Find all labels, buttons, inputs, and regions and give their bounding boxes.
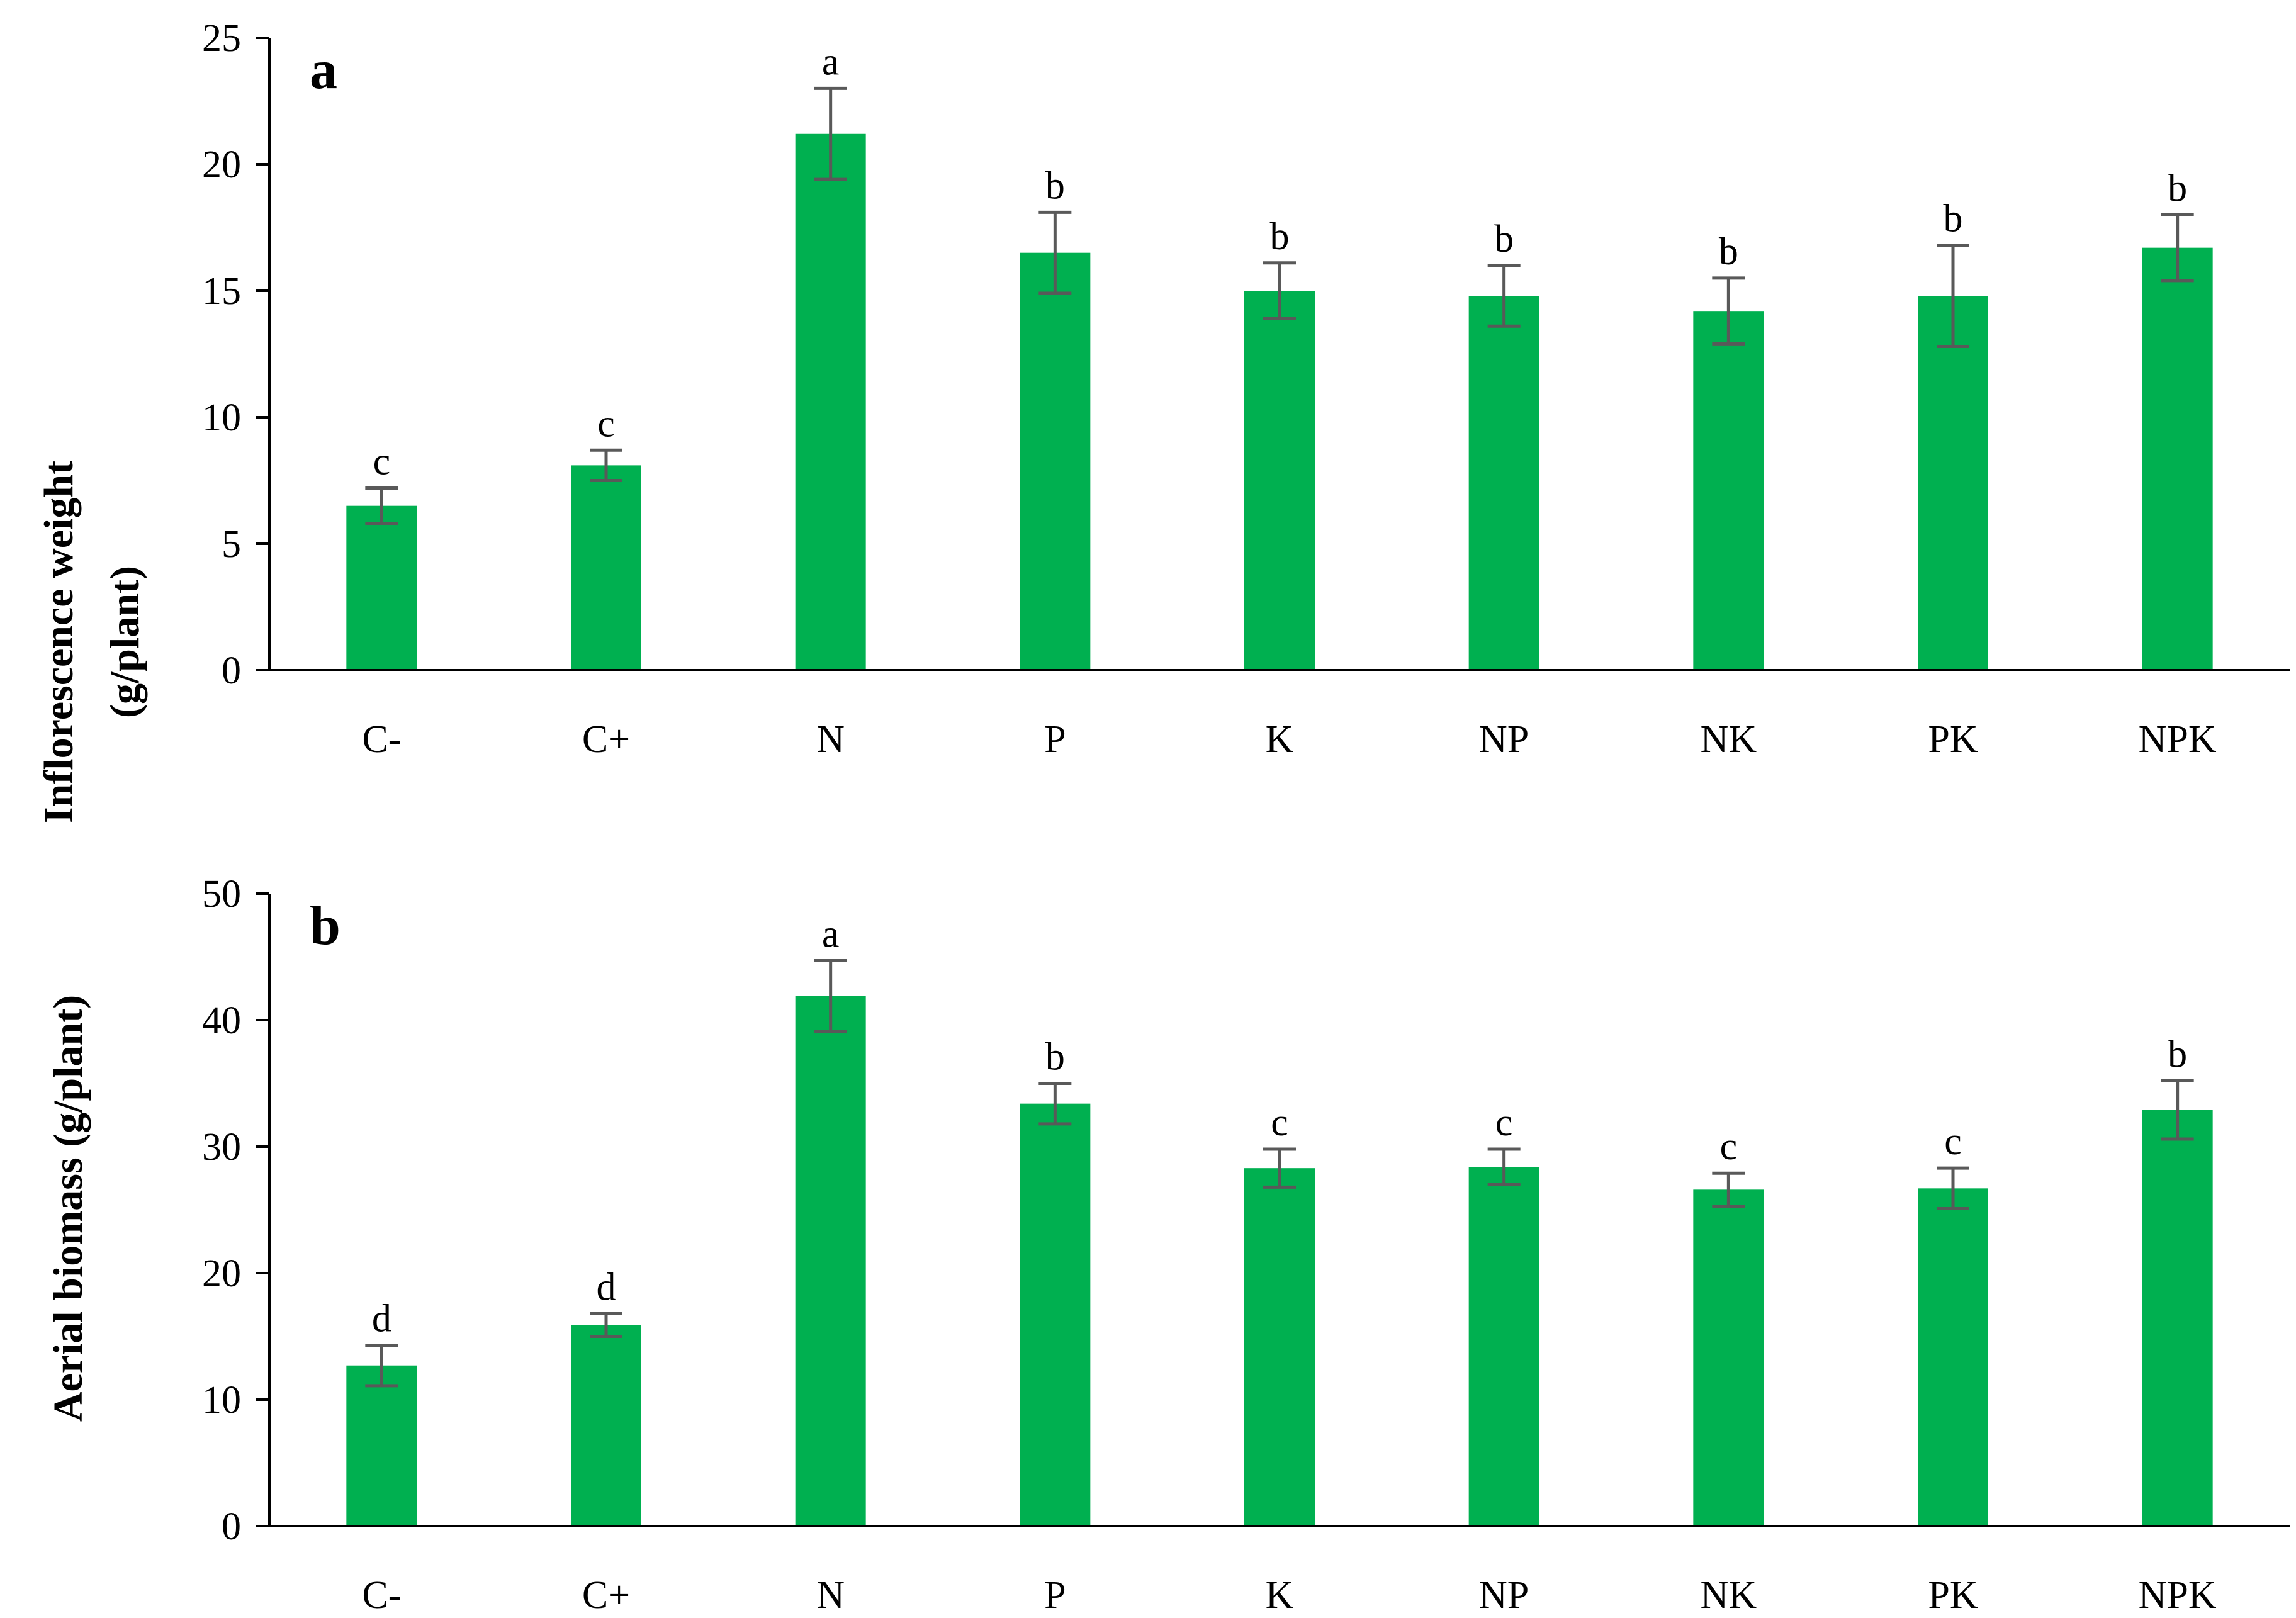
x-category-label: NPK — [2139, 718, 2217, 761]
significance-letter: d — [597, 1266, 616, 1308]
x-category-label: N — [816, 1574, 845, 1617]
bar — [1918, 1188, 1988, 1526]
x-category-label: C- — [362, 1574, 401, 1617]
significance-letter: b — [1494, 218, 1514, 261]
y-tick-label: 25 — [202, 17, 241, 60]
significance-letter: b — [1045, 164, 1065, 207]
y-axis-title: Inflorescence weight — [36, 461, 82, 823]
bar — [795, 133, 866, 670]
significance-letter: c — [373, 441, 391, 483]
panel-label: b — [310, 896, 340, 957]
significance-letter: a — [822, 40, 840, 83]
bar — [2142, 1110, 2213, 1526]
bar — [1020, 252, 1091, 670]
bar — [1468, 296, 1539, 670]
bar — [1244, 1168, 1315, 1526]
x-category-label: NPK — [2139, 1574, 2217, 1617]
y-tick-label: 15 — [202, 270, 241, 313]
significance-letter: b — [1045, 1036, 1065, 1079]
panel-label: a — [310, 40, 337, 101]
significance-letter: c — [1495, 1101, 1513, 1144]
x-category-label: C+ — [582, 1574, 630, 1617]
x-category-label: NP — [1479, 718, 1529, 761]
significance-letter: b — [1719, 230, 1738, 273]
y-tick-label: 5 — [222, 523, 241, 566]
x-category-label: P — [1044, 1574, 1066, 1617]
y-axis-title: Aerial biomass (g/plant) — [45, 995, 91, 1422]
x-category-label: P — [1044, 718, 1066, 761]
y-tick-label: 20 — [202, 1252, 241, 1295]
y-tick-label: 10 — [202, 396, 241, 439]
x-category-label: K — [1266, 718, 1294, 761]
x-category-label: NK — [1701, 718, 1757, 761]
bar — [2142, 247, 2213, 670]
x-category-label: PK — [1928, 718, 1978, 761]
significance-letter: c — [1271, 1101, 1288, 1144]
y-tick-label: 0 — [222, 1505, 241, 1548]
significance-letter: b — [1270, 215, 1290, 258]
x-category-label: C+ — [582, 718, 630, 761]
x-category-label: K — [1266, 1574, 1294, 1617]
significance-letter: a — [822, 913, 840, 956]
significance-letter: c — [1944, 1120, 1962, 1163]
significance-letter: b — [2168, 167, 2187, 210]
significance-letter: b — [1944, 198, 1963, 240]
significance-letter: d — [372, 1298, 391, 1340]
y-tick-label: 40 — [202, 999, 241, 1042]
x-category-label: PK — [1928, 1574, 1978, 1617]
bar — [346, 505, 417, 670]
bar — [571, 1325, 641, 1526]
y-tick-label: 0 — [222, 649, 241, 692]
x-category-label: NP — [1479, 1574, 1529, 1617]
bar — [571, 465, 641, 670]
y-tick-label: 10 — [202, 1379, 241, 1422]
significance-letter: b — [2168, 1033, 2187, 1076]
y-tick-label: 50 — [202, 873, 241, 916]
bar — [795, 996, 866, 1526]
bar — [1020, 1103, 1091, 1526]
significance-letter: c — [1720, 1125, 1738, 1168]
x-category-label: C- — [362, 718, 401, 761]
bar — [1693, 311, 1764, 670]
bar — [346, 1365, 417, 1526]
bar — [1918, 296, 1988, 670]
bar — [1244, 291, 1315, 670]
x-category-label: NK — [1701, 1574, 1757, 1617]
bar — [1468, 1167, 1539, 1526]
x-category-label: N — [816, 718, 845, 761]
y-tick-label: 30 — [202, 1126, 241, 1169]
bar — [1693, 1189, 1764, 1526]
y-tick-label: 20 — [202, 143, 241, 186]
y-axis-title: (g/plant) — [102, 566, 148, 718]
significance-letter: c — [597, 402, 615, 445]
